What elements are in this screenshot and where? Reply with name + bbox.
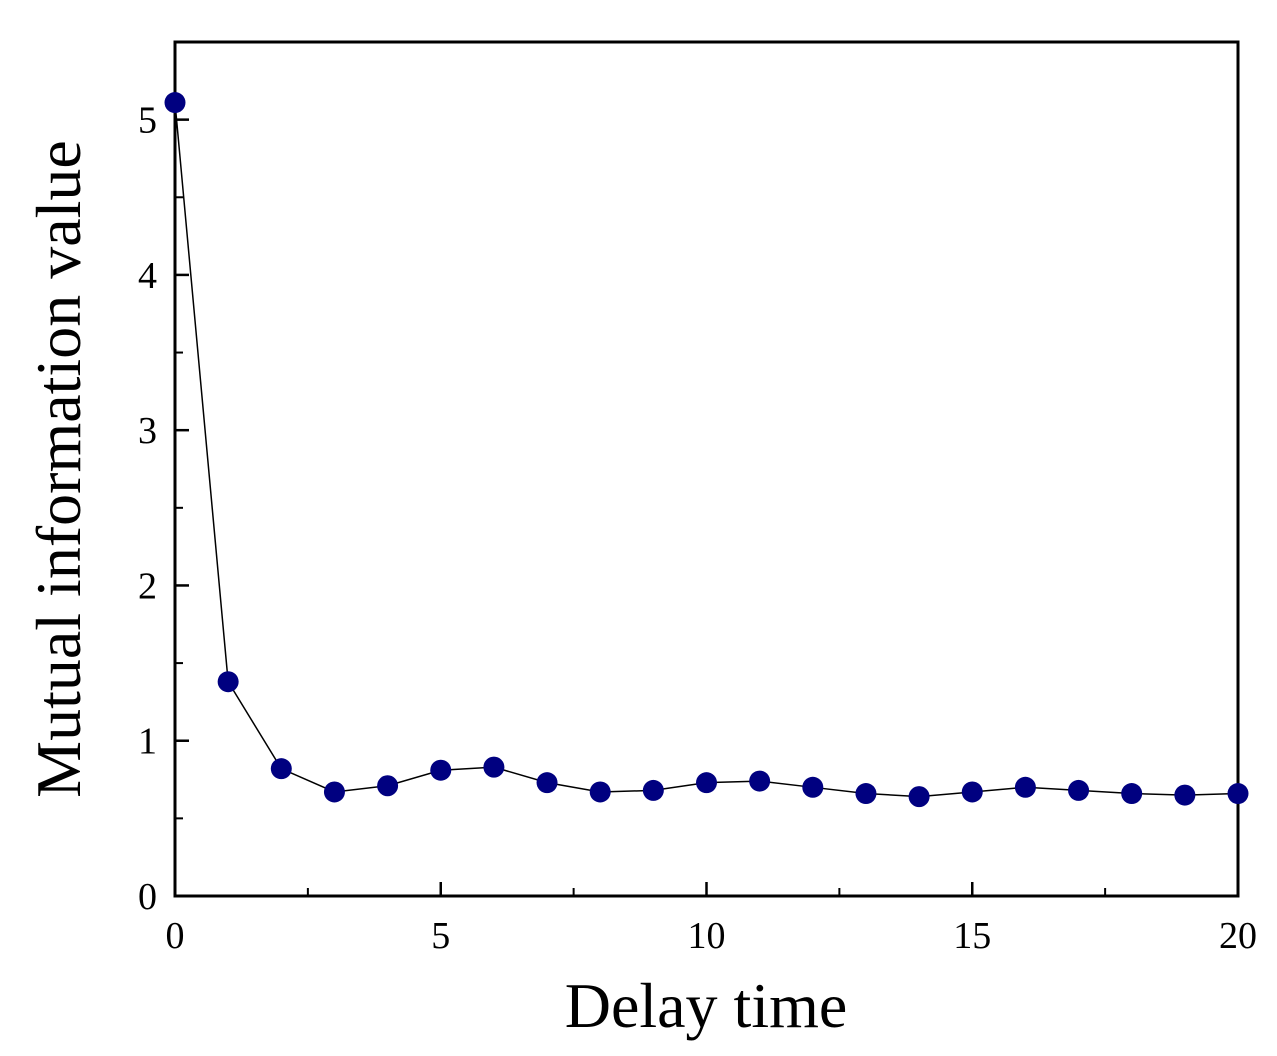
data-point <box>908 786 930 808</box>
y-tick-label: 5 <box>138 100 157 142</box>
x-tick-label: 20 <box>1219 915 1257 957</box>
data-point <box>164 92 186 114</box>
y-tick-label: 1 <box>138 721 157 763</box>
data-point <box>1174 784 1196 806</box>
major-ticks <box>173 118 1240 898</box>
x-axis-title: Delay time <box>565 970 848 1041</box>
x-tick-label: 5 <box>431 915 450 957</box>
x-tick-labels: 0 5 10 15 20 <box>166 915 1258 957</box>
minor-ticks <box>175 196 1107 896</box>
y-tick-label: 3 <box>138 410 157 452</box>
data-point <box>961 781 983 803</box>
x-tick-label: 10 <box>688 915 726 957</box>
data-point <box>589 781 611 803</box>
data-point <box>1068 779 1090 801</box>
y-tick-labels: 0 1 2 3 4 5 <box>138 100 157 918</box>
data-point <box>430 759 452 781</box>
x-tick-label: 15 <box>953 915 991 957</box>
data-point <box>270 758 292 780</box>
y-tick-label: 2 <box>138 565 157 607</box>
data-point <box>377 775 399 797</box>
data-point <box>483 756 505 778</box>
data-point <box>749 770 771 792</box>
data-point <box>802 776 824 798</box>
data-point <box>323 781 345 803</box>
data-point <box>217 671 239 693</box>
data-point <box>536 772 558 794</box>
data-point <box>642 779 664 801</box>
y-tick-label: 0 <box>138 876 157 918</box>
series-line <box>174 102 1239 798</box>
data-point <box>696 772 717 794</box>
data-point <box>855 783 877 805</box>
y-tick-label: 4 <box>138 255 157 297</box>
data-point <box>1014 776 1036 798</box>
x-tick-label: 0 <box>166 915 185 957</box>
data-points <box>164 92 1249 808</box>
plot-frame <box>173 40 1240 898</box>
y-axis-title: Mutual information value <box>23 140 94 798</box>
data-point <box>1121 783 1143 805</box>
data-point <box>1227 783 1249 805</box>
